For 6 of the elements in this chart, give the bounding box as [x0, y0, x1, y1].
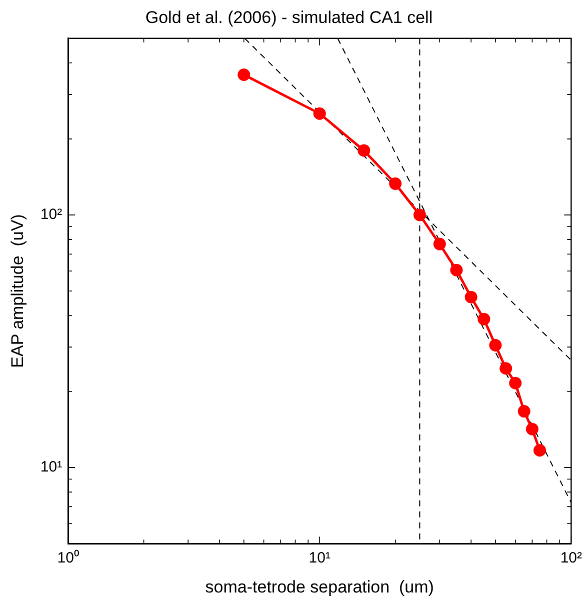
y-axis-title: EAP amplitude (uV) [8, 214, 27, 368]
chart-title: Gold et al. (2006) - simulated CA1 cell [145, 8, 433, 27]
x-tick-label: 10⁰ [57, 550, 79, 567]
x-tick-label: 10² [560, 550, 582, 567]
x-axis-title: soma-tetrode separation (um) [205, 577, 434, 596]
x-tick-label: 10¹ [308, 550, 330, 567]
